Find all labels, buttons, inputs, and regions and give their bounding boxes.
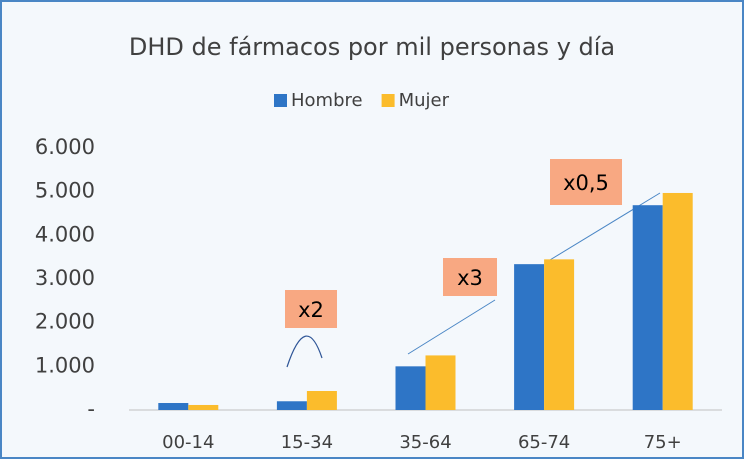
- annotation-box: [550, 159, 622, 205]
- x-tick-label: 00-14: [162, 432, 214, 453]
- bar: [632, 205, 663, 410]
- x-tick-label: 35-64: [399, 432, 451, 453]
- y-tick-label: 6.000: [35, 135, 95, 159]
- y-tick-label: 4.000: [35, 222, 95, 246]
- bar: [306, 391, 337, 410]
- bar: [544, 259, 575, 410]
- bar: [395, 366, 426, 410]
- x-tick-label: 15-34: [281, 432, 333, 453]
- y-tick-label: -: [87, 397, 95, 421]
- bar: [662, 192, 693, 410]
- legend-label: Hombre: [291, 90, 363, 111]
- bar: [514, 264, 545, 410]
- x-tick-label: 65-74: [518, 432, 570, 453]
- y-tick-label: 2.000: [35, 310, 95, 334]
- annotation-line: [544, 192, 661, 264]
- annotation: x3: [457, 266, 483, 290]
- legend-label: Mujer: [399, 90, 450, 111]
- bar: [158, 403, 189, 410]
- annotation-line: [407, 299, 496, 355]
- annotation: x0,5: [563, 171, 609, 195]
- legend-swatch: [381, 94, 395, 107]
- bar: [425, 355, 456, 410]
- annotation-box: [443, 258, 497, 296]
- annotation-curve: [286, 335, 323, 368]
- bar: [276, 401, 307, 410]
- x-tick-label: 75+: [644, 432, 682, 453]
- bar: [188, 404, 219, 410]
- y-tick-label: 5.000: [35, 179, 95, 203]
- y-tick-label: 3.000: [35, 266, 95, 290]
- annotation: x2: [298, 298, 324, 322]
- legend-swatch: [274, 94, 287, 107]
- annotation-box: [285, 290, 337, 328]
- chart-title: DHD de fármacos por mil personas y día: [129, 33, 615, 61]
- y-tick-label: 1.000: [35, 353, 95, 377]
